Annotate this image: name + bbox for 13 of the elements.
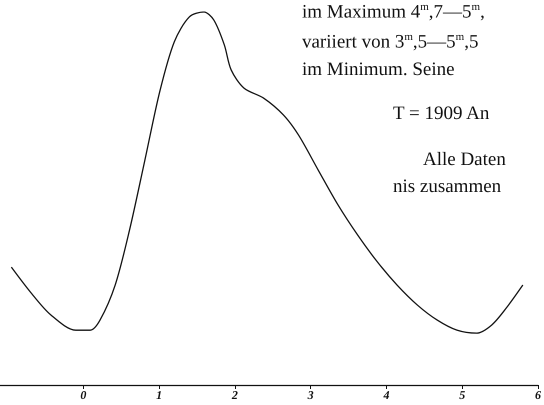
annotation: variiert von 3$^{m}$,5—5$^{m}$,5: [302, 31, 478, 52]
x-tick-label: 4: [382, 388, 390, 402]
x-tick-label: 0: [80, 388, 86, 402]
annotation: T = 1909 An: [393, 103, 490, 124]
x-tick-label: 3: [306, 388, 314, 402]
annotation: nis zusammen: [393, 176, 502, 197]
annotation: im Minimum. Seine: [302, 59, 455, 80]
annotation: Alle Daten: [423, 149, 506, 170]
x-tick-label: 2: [230, 388, 238, 402]
x-tick-label: 5: [459, 388, 466, 402]
x-tick-label: 6: [535, 388, 541, 402]
annotation: im Maximum 4$^{m}$,7—5$^{m}$,: [302, 1, 485, 22]
x-tick-label: 1: [156, 388, 162, 402]
